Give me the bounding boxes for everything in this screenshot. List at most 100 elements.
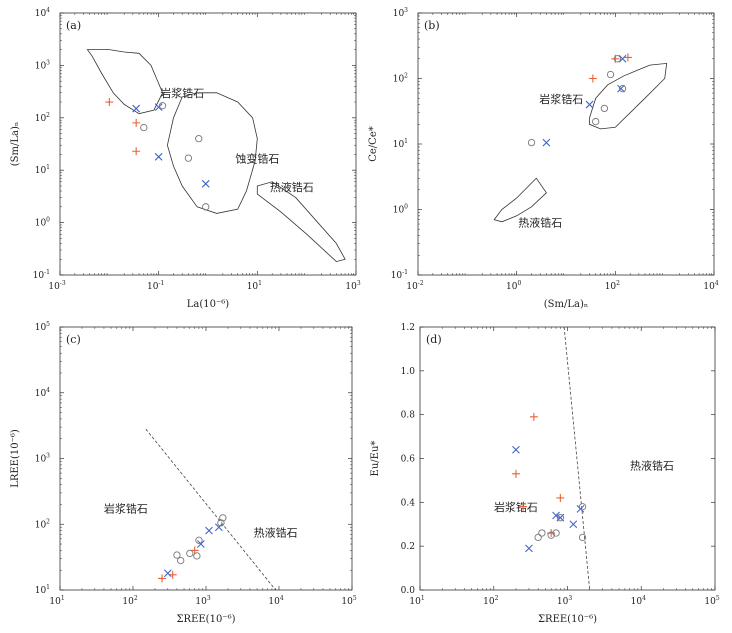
y-tick-label: 102: [35, 518, 50, 530]
y-axis-label: Eu/Eu*: [370, 441, 381, 477]
panel-label: (c): [66, 333, 81, 346]
x-tick-label: 101: [247, 280, 262, 292]
data-point-plus: [105, 98, 114, 107]
data-point-x: [154, 103, 163, 111]
panel-1: 10-3 10-1 101 10310-1100101102103104La(10⁻⁶…: [10, 7, 361, 310]
region-label: 热液锆石: [518, 216, 562, 230]
x-axis-label: ΣREE(10⁻⁶): [176, 614, 235, 625]
x-tick-label: 102: [122, 595, 137, 607]
data-point-circle: [158, 102, 167, 110]
x-tick-label: 101: [409, 595, 424, 607]
data-point-circle: [578, 503, 587, 511]
data-point-circle: [186, 549, 194, 558]
divider-line: [145, 428, 276, 591]
panel-label: (a): [66, 19, 81, 32]
x-axis-label: La(10⁻⁶): [187, 299, 230, 310]
data-point-circle: [578, 533, 587, 542]
x-tick-label: 105: [704, 595, 719, 607]
x-tick-label: 104: [631, 595, 646, 607]
data-point-x: [569, 520, 578, 529]
region-label: 岩浆锆石: [104, 502, 148, 516]
y-tick-label: 10-1: [391, 269, 408, 281]
data-point-circle: [193, 552, 201, 560]
data-point-x: [214, 523, 223, 532]
data-point-circle: [534, 533, 542, 542]
data-point-x: [154, 152, 163, 161]
data-point-circle: [606, 70, 615, 79]
data-point-x: [552, 511, 560, 520]
y-axis-label: LREE(10⁻⁶): [10, 429, 21, 488]
panel-label: (b): [424, 19, 440, 32]
data-point-circle: [527, 138, 536, 147]
data-point-circle: [184, 154, 193, 162]
x-tick-label: 10-1: [147, 280, 164, 292]
y-tick-label: 0.2: [401, 542, 415, 552]
data-point-circle: [173, 551, 181, 559]
y-tick-label: 1.2: [401, 323, 415, 333]
y-tick-label: 100: [393, 204, 408, 216]
y-tick-label: 103: [393, 7, 408, 19]
y-tick-label: 101: [35, 164, 50, 176]
panel-3: 101 102 103 104 105 101 102 103 104 105 ΣREE(10⁻⁶)…: [10, 321, 357, 625]
region-label: 岩浆锆石: [494, 500, 538, 514]
region-label: 岩浆锆石: [160, 86, 204, 100]
data-point-circle: [140, 123, 148, 132]
data-point-circle: [600, 104, 609, 113]
data-point-x: [618, 54, 627, 63]
x-tick-label: 105: [341, 595, 356, 607]
x-tick-label: 101: [49, 595, 64, 607]
data-point-x: [617, 84, 625, 93]
region-outline: [86, 49, 164, 115]
data-point-x: [196, 540, 205, 548]
x-tick-label: 102: [605, 280, 620, 292]
data-point-x: [132, 104, 141, 113]
region-outline: [166, 92, 258, 214]
data-point-circle: [195, 536, 203, 544]
panel-4: 101 102 103 104 105 0.0 0.2 0.4 0.6 0.8 1.0 1.2 ΣREE…: [370, 323, 720, 625]
y-tick-label: 103: [35, 453, 50, 465]
y-tick-label: 105: [35, 321, 50, 333]
data-point-plus: [519, 502, 528, 511]
y-tick-label: 102: [393, 73, 408, 85]
x-tick-label: 100: [506, 280, 521, 292]
y-tick-label: 103: [35, 59, 50, 71]
divider-line: [563, 326, 591, 591]
y-tick-label: 104: [35, 7, 50, 19]
region-outline: [256, 181, 346, 263]
data-point-x: [585, 100, 594, 109]
plot-frame: [59, 12, 357, 276]
data-point-x: [205, 526, 213, 535]
data-point-circle: [547, 531, 555, 539]
x-tick-label: 103: [345, 280, 360, 292]
region-label: 岩浆锆石: [539, 92, 583, 106]
y-tick-label: 0.4: [401, 498, 416, 508]
data-point-circle: [538, 529, 546, 537]
y-tick-label: 104: [35, 387, 50, 399]
y-tick-label: 10-1: [33, 269, 50, 281]
y-tick-label: 0.8: [401, 411, 416, 421]
data-point-circle: [556, 514, 565, 522]
y-tick-label: 1.0: [401, 367, 416, 377]
data-point-plus: [158, 574, 167, 583]
x-tick-label: 104: [703, 280, 718, 292]
region-label: 热液锆石: [630, 458, 674, 472]
y-tick-label: 0.0: [401, 586, 416, 596]
panel-2: 10-2 100 102 104 10-1 100 101 102 103 (Sm/La)ₙ Ce/…: [368, 7, 719, 310]
data-point-x: [201, 179, 210, 188]
data-point-circle: [592, 117, 600, 126]
data-point-plus: [588, 74, 597, 83]
data-point-plus: [623, 53, 632, 62]
data-point-circle: [219, 514, 227, 522]
region-label: 蚀变锆石: [235, 152, 279, 166]
x-tick-label: 10-3: [48, 280, 65, 292]
data-point-plus: [132, 118, 141, 127]
data-point-circle: [618, 84, 627, 93]
y-axis-label: Ce/Ce*: [368, 126, 379, 162]
data-point-x: [542, 138, 551, 147]
data-point-x: [525, 544, 533, 553]
panel-label: (d): [426, 333, 442, 346]
data-point-circle: [613, 55, 622, 63]
data-point-circle: [552, 529, 560, 537]
x-tick-label: 10-2: [406, 280, 423, 292]
